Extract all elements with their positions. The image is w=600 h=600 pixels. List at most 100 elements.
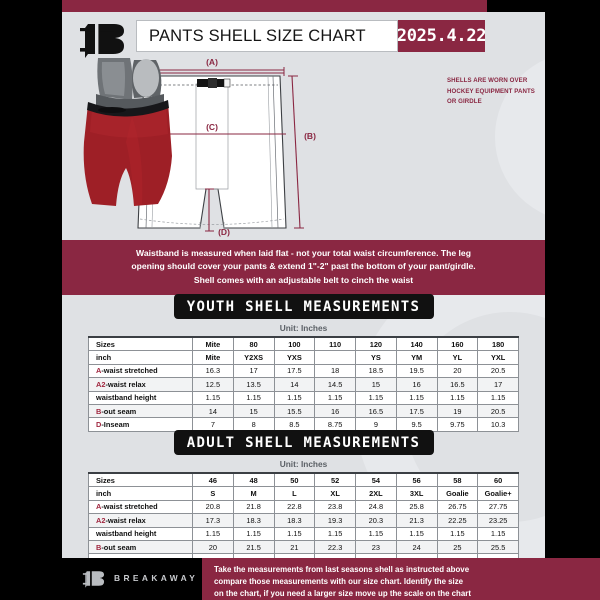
instruction-line-3: Shell comes with an adjustable belt to c… bbox=[193, 274, 414, 285]
measurement-cell: 1.15 bbox=[477, 526, 519, 541]
row-label: D-Inseam bbox=[88, 553, 193, 558]
measurement-cell: 25.8 bbox=[395, 499, 438, 515]
breakaway-b-logo-icon bbox=[80, 22, 124, 58]
adult-alpha-col: 3XL bbox=[395, 486, 438, 501]
row-label: D-Inseam bbox=[88, 417, 193, 432]
adult-size-col: 48 bbox=[232, 472, 275, 488]
table-row: A2-waist relax 12.5 13.5 14 14.5 15 16 16.5 17 bbox=[88, 377, 519, 392]
youth-size-col: 120 bbox=[355, 336, 397, 352]
youth-size-col: 110 bbox=[314, 336, 356, 352]
instruction-line-2: opening should cover your pants & extend… bbox=[131, 261, 476, 272]
table-row: D-Inseam 7 8 8.5 8.75 9 9.5 9.75 10.3 bbox=[88, 417, 519, 432]
footer-line-3: on the chart, if you need a larger size … bbox=[214, 589, 471, 599]
table-row: D-Inseam1111.311.31212.512.81313.25 bbox=[88, 553, 519, 558]
row-label: waistband height bbox=[88, 526, 193, 541]
measurement-cell: 13.5 bbox=[232, 377, 275, 392]
youth-alpha-col: YL bbox=[436, 350, 479, 365]
adult-subheader-row: inch S M L XL 2XL 3XL Goalie Goalie+ bbox=[88, 486, 519, 501]
youth-size-col: Mite bbox=[192, 336, 234, 352]
footer-line-2: compare those measurements with our size… bbox=[214, 577, 464, 587]
adult-inch-label: inch bbox=[88, 486, 193, 501]
adult-alpha-col: S bbox=[192, 486, 234, 501]
measurement-cell: 27.75 bbox=[477, 499, 519, 515]
youth-alpha-col bbox=[314, 350, 356, 365]
adult-table-body: A-waist stretched 20.8 21.8 22.8 23.8 24.8 25.… bbox=[88, 499, 519, 558]
row-label: B-out seam bbox=[88, 403, 193, 419]
measurement-cell: 17 bbox=[232, 363, 275, 379]
measurement-cell: 24 bbox=[395, 539, 438, 555]
measurement-cell: 14.5 bbox=[314, 377, 356, 392]
adult-size-col: 58 bbox=[436, 472, 479, 488]
table-row: waistband height 1.15 1.15 1.15 1.15 1.15 1.15… bbox=[88, 526, 519, 541]
measurement-cell: 16.3 bbox=[192, 363, 234, 379]
footer-line-1: Take the measurements from last seasons … bbox=[214, 565, 470, 574]
measurement-cell: 1.15 bbox=[355, 526, 397, 541]
adult-size-col: 56 bbox=[395, 472, 438, 488]
youth-size-col: 80 bbox=[232, 336, 275, 352]
measurement-cell: 8.5 bbox=[273, 417, 316, 432]
adult-sizes-label: Sizes bbox=[88, 472, 193, 488]
measurement-cell: 1.15 bbox=[314, 526, 356, 541]
footer-note: Take the measurements from last seasons … bbox=[202, 558, 600, 600]
measurement-cell: 16 bbox=[395, 377, 438, 392]
measurement-cell: 22.3 bbox=[314, 539, 356, 555]
page-title: PANTS SHELL SIZE CHART bbox=[136, 20, 398, 52]
measurement-cell: 1.15 bbox=[436, 390, 479, 405]
measurement-cell: 1.15 bbox=[436, 526, 479, 541]
youth-sizes-label: Sizes bbox=[88, 336, 193, 352]
measurement-cell: 13.25 bbox=[477, 553, 519, 558]
measurement-cell: 20 bbox=[192, 539, 234, 555]
adult-section-title: ADULT SHELL MEASUREMENTS bbox=[173, 430, 434, 455]
youth-size-col: 180 bbox=[477, 336, 519, 352]
youth-section-title-text: YOUTH SHELL MEASUREMENTS bbox=[186, 298, 421, 315]
measurement-cell: 25 bbox=[436, 539, 479, 555]
row-label-key: A bbox=[96, 502, 102, 512]
youth-measurements-table: Sizes Mite 80 100 110 120 140 160 180 in… bbox=[88, 336, 519, 432]
measurement-cell: 23.25 bbox=[477, 513, 519, 528]
table-row: A-waist stretched 16.3 17 17.5 18 18.5 19.5 20 2… bbox=[88, 363, 519, 379]
measurement-cell: 25.5 bbox=[477, 539, 519, 555]
measurement-cell: 23.8 bbox=[314, 499, 356, 515]
measurement-cell: 1.15 bbox=[477, 390, 519, 405]
measurement-cell: 20.5 bbox=[477, 403, 519, 419]
measurement-cell: 20 bbox=[436, 363, 479, 379]
row-label-key: A2 bbox=[96, 379, 106, 389]
measurement-cell: 23 bbox=[355, 539, 397, 555]
measurement-cell: 19.3 bbox=[314, 513, 356, 528]
adult-alpha-col: Goalie+ bbox=[477, 486, 519, 501]
footer-brand: BREAKAWAY bbox=[114, 573, 199, 583]
adult-alpha-col: XL bbox=[314, 486, 356, 501]
youth-table-body: A-waist stretched 16.3 17 17.5 18 18.5 19.5 20 2… bbox=[88, 363, 519, 432]
measurement-cell: 21.3 bbox=[395, 513, 438, 528]
row-label: A-waist stretched bbox=[88, 363, 193, 379]
top-maroon-strip bbox=[62, 0, 487, 12]
adult-size-col: 54 bbox=[355, 472, 397, 488]
measurement-cell: 14 bbox=[273, 377, 316, 392]
measurement-cell: 17.5 bbox=[273, 363, 316, 379]
row-label-key: A2 bbox=[96, 515, 106, 525]
adult-measurements-table: Sizes 46 48 50 52 54 56 58 60 inch S M bbox=[88, 472, 519, 558]
row-label: A2-waist relax bbox=[88, 377, 193, 392]
measurement-cell: 18.5 bbox=[355, 363, 397, 379]
label-b: (B) bbox=[304, 131, 316, 141]
diagram-area: (A) (C) (B) (D) 7" BELOW WAIST bbox=[62, 56, 545, 240]
content-panel: PANTS SHELL SIZE CHART 2025.4.22 bbox=[62, 12, 545, 558]
adult-unit-label: Unit: Inches bbox=[279, 459, 328, 469]
adult-alpha-col: L bbox=[273, 486, 316, 501]
youth-header-row: Sizes Mite 80 100 110 120 140 160 180 bbox=[88, 336, 519, 352]
measurement-cell: 22.8 bbox=[273, 499, 316, 515]
measurement-cell: 21.5 bbox=[232, 539, 275, 555]
measurement-cell: 12.5 bbox=[192, 377, 234, 392]
table-row: A2-waist relax 17.3 18.3 18.3 19.3 20.3 21.3 22… bbox=[88, 513, 519, 528]
page-title-text: PANTS SHELL SIZE CHART bbox=[149, 26, 366, 45]
measurement-cell: 1.15 bbox=[232, 390, 275, 405]
measurement-cell: 17.3 bbox=[192, 513, 234, 528]
measurement-cell: 1.15 bbox=[232, 526, 275, 541]
measurement-cell: 1.15 bbox=[395, 390, 438, 405]
youth-unit-label: Unit: Inches bbox=[279, 323, 328, 333]
measurement-cell: 10.3 bbox=[477, 417, 519, 432]
youth-inch-label: inch bbox=[88, 350, 193, 365]
row-label-key: D bbox=[96, 556, 101, 558]
measurement-cell: 18.3 bbox=[273, 513, 316, 528]
measurement-cell: 21 bbox=[273, 539, 316, 555]
